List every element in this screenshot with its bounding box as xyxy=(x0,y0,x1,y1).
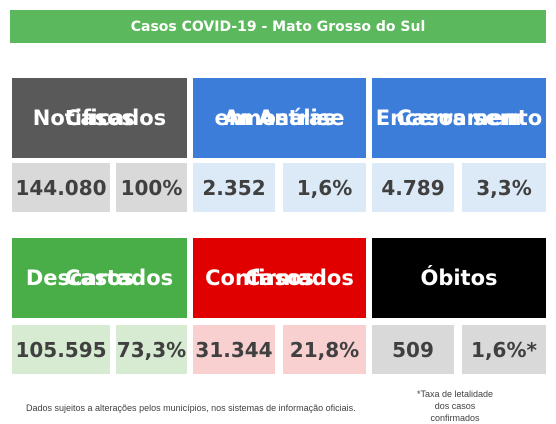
footnote-line: dos casos confirmados xyxy=(430,401,480,423)
card-title: Casos Notificados xyxy=(12,78,187,158)
card-title-line: Amostras xyxy=(223,106,336,130)
card-title: Casos Descartados xyxy=(12,238,187,318)
card-percent: 100% xyxy=(116,163,187,212)
footnote: *Taxa de letalidade dos casos confirmado… xyxy=(410,388,500,424)
card-percent: 21,8% xyxy=(283,325,366,374)
disclaimer: Dados sujeitos a alterações pelos municí… xyxy=(26,403,356,413)
header-title: Casos COVID-19 - Mato Grosso do Sul xyxy=(10,10,546,43)
card-title: Óbitos xyxy=(372,238,546,318)
footnote-line: *Taxa de letalidade xyxy=(416,389,494,399)
card-title: Casos sem Encerramento xyxy=(372,78,546,158)
card-title: Casos Confirmados xyxy=(193,238,366,318)
card-value: 31.344 xyxy=(193,325,275,374)
card-title-line: Notificados xyxy=(32,106,167,130)
card-title-line: Casos xyxy=(64,266,134,290)
card-title-line: Casos xyxy=(64,106,134,130)
card-title-line: Casos xyxy=(244,266,314,290)
card-percent: 1,6% xyxy=(283,163,366,212)
card-value: 144.080 xyxy=(12,163,110,212)
card-title-line: Descartados xyxy=(25,266,174,290)
card-percent: 1,6%* xyxy=(462,325,546,374)
card-title-line: Óbitos xyxy=(420,266,498,290)
card-title: Amostras em Análise xyxy=(193,78,366,158)
card-value: 509 xyxy=(372,325,454,374)
card-value: 105.595 xyxy=(12,325,110,374)
card-percent: 73,3% xyxy=(116,325,187,374)
card-title-line: em Análise xyxy=(214,106,345,130)
card-value: 4.789 xyxy=(372,163,454,212)
card-value: 2.352 xyxy=(193,163,275,212)
card-title-line: Confirmados xyxy=(205,266,354,290)
card-title-line: Encerramento xyxy=(375,106,543,130)
card-percent: 3,3% xyxy=(462,163,546,212)
card-title-line: Casos sem xyxy=(396,106,522,130)
